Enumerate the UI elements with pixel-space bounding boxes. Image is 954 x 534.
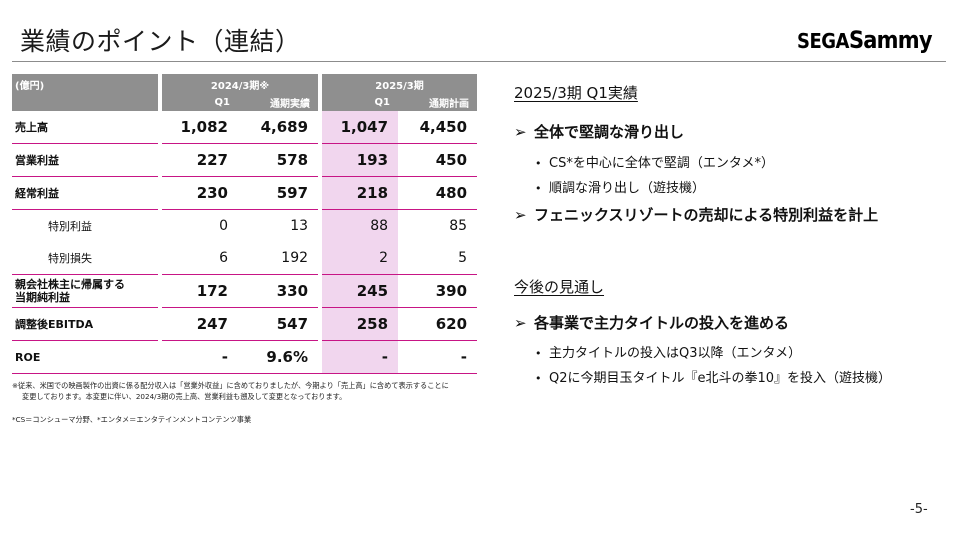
section-title-q1-results: 2025/3期 Q1実績 [514, 84, 638, 102]
cell-value: 5 [398, 242, 478, 275]
cell-value: 1,082 [162, 111, 238, 144]
cell-value: 547 [238, 307, 319, 341]
table-header-row: (億円) 2024/3期※ 2025/3期 [12, 74, 478, 111]
sub-point-text: 順調な滑り出し（遊技機） [549, 181, 706, 196]
logo-sammy-text: Sammy [848, 26, 933, 54]
table-subheader-row: Q1 通期実績 Q1 通期計画 [12, 94, 478, 111]
page-title: 業績のポイント（連結） [20, 27, 301, 56]
cell-value: 13 [290, 218, 309, 234]
arrow-bullet-icon: ➢ [514, 314, 527, 332]
row-label-line2: 当期純利益 [15, 291, 70, 304]
cell-value: 85 [449, 218, 468, 234]
cell-value: 450 [398, 143, 478, 177]
table-row: 売上高 1,082 4,689 1,047 4,450 [12, 111, 478, 144]
arrow-bullet-icon: ➢ [514, 123, 527, 141]
cell-value: 480 [398, 176, 478, 210]
segasammy-logo: SEGASammy [797, 26, 933, 54]
logo-sega-text: SEGA [797, 29, 849, 54]
cell-value: 245 [322, 274, 399, 308]
cell-value: 578 [238, 143, 319, 177]
row-label: 親会社株主に帰属する 当期純利益 [12, 274, 158, 308]
row-label: ROE [12, 340, 158, 374]
bullet-icon: • [535, 157, 542, 170]
bullet-icon: • [535, 347, 542, 360]
key-point-text: 全体で堅調な滑り出し [534, 123, 685, 141]
sub-point: • 順調な滑り出し（遊技機） [535, 177, 705, 196]
bullet-icon: • [535, 182, 542, 195]
cell-value: - [162, 340, 238, 374]
arrow-bullet-icon: ➢ [514, 206, 527, 224]
table-row: 調整後EBITDA 247 547 258 620 [12, 307, 478, 341]
cell-value: 193 [322, 143, 399, 177]
cell-value: 247 [162, 307, 238, 341]
table-row: 営業利益 227 578 193 450 [12, 143, 478, 177]
cell-value: 227 [162, 143, 238, 177]
results-table: (億円) 2024/3期※ 2025/3期 Q1 通期実績 Q1 通期計画 売上… [12, 74, 478, 374]
cell-value: 1,047 [322, 111, 399, 144]
footnote-definitions: *CS＝コンシューマ分野、*エンタメ＝エンタテインメントコンテンツ事業 [12, 415, 252, 424]
cell-value: 2 [322, 242, 399, 275]
cell-value: 218 [322, 176, 399, 210]
page-number: -5- [910, 502, 928, 517]
cell-value: 88 [322, 209, 399, 242]
subheader-q1-2025: Q1 [322, 94, 399, 111]
row-label: 経常利益 [12, 176, 158, 210]
table-row: 親会社株主に帰属する 当期純利益 172 330 245 390 [12, 274, 478, 308]
cell-value: - [398, 340, 478, 374]
key-point-text: 各事業で主力タイトルの投入を進める [534, 314, 790, 332]
cell-value: 4,450 [398, 111, 478, 144]
sub-point: • Q2に今期目玉タイトル『e北斗の拳10』を投入（遊技機） [535, 367, 891, 386]
subheader-full-year-actual: 通期実績 [238, 94, 319, 111]
cell-value: 4,689 [238, 111, 319, 144]
cell-value: 6 [162, 242, 238, 275]
cell-value: 192 [238, 242, 319, 275]
sub-point-text: 主力タイトルの投入はQ3以降（エンタメ） [549, 346, 802, 361]
key-point-text: フェニックスリゾートの売却による特別利益を計上 [534, 206, 879, 224]
subheader-full-year-plan: 通期計画 [398, 94, 478, 111]
row-label: 特別利益 [48, 219, 92, 233]
cell-value: 258 [322, 307, 399, 341]
cell-value: - [322, 340, 399, 374]
section-title-outlook: 今後の見通し [514, 278, 605, 296]
period-header-fy2024: 2024/3期※ [162, 74, 319, 94]
footnote-line: 変更しております。本変更に伴い、2024/3期の売上高、営業利益も遡及して変更と… [22, 392, 347, 401]
title-divider [12, 61, 946, 62]
key-point: ➢ 各事業で主力タイトルの投入を進める [514, 312, 789, 333]
table-row: 経常利益 230 597 218 480 [12, 176, 478, 210]
key-point: ➢ 全体で堅調な滑り出し [514, 121, 684, 142]
footnote-line: ※従来、米国での映画製作の出資に係る配分収入は「営業外収益」に含めておりましたが… [12, 381, 449, 390]
unit-label: (億円) [12, 74, 158, 111]
footnote-restatement: ※従来、米国での映画製作の出資に係る配分収入は「営業外収益」に含めておりましたが… [12, 380, 492, 402]
cell-value: 0 [219, 218, 228, 234]
row-label-line1: 親会社株主に帰属する [15, 278, 125, 291]
period-header-fy2025: 2025/3期 [322, 74, 478, 94]
sub-point: • CS*を中心に全体で堅調（エンタメ*） [535, 152, 774, 171]
row-label: 営業利益 [12, 143, 158, 177]
bullet-icon: • [535, 372, 542, 385]
table-row: ROE - 9.6% - - [12, 340, 478, 374]
cell-value: 9.6% [238, 340, 319, 374]
cell-value: 330 [238, 274, 319, 308]
cell-value: 172 [162, 274, 238, 308]
cell-value: 390 [398, 274, 478, 308]
row-label: 調整後EBITDA [12, 307, 158, 341]
sub-point-text: Q2に今期目玉タイトル『e北斗の拳10』を投入（遊技機） [549, 371, 892, 386]
cell-value: 230 [162, 176, 238, 210]
subheader-q1-2024: Q1 [162, 94, 238, 111]
cell-value: 620 [398, 307, 478, 341]
row-label: 特別損失 [12, 242, 158, 275]
table-row: 特別損失 6 192 2 5 [12, 242, 478, 275]
sub-point: • 主力タイトルの投入はQ3以降（エンタメ） [535, 342, 801, 361]
sub-point-text: CS*を中心に全体で堅調（エンタメ*） [549, 156, 774, 171]
row-label: 売上高 [12, 111, 158, 144]
table-row: 特別利益 0 13 88 85 [12, 209, 477, 242]
cell-value: 597 [238, 176, 319, 210]
key-point: ➢ フェニックスリゾートの売却による特別利益を計上 [514, 204, 878, 225]
